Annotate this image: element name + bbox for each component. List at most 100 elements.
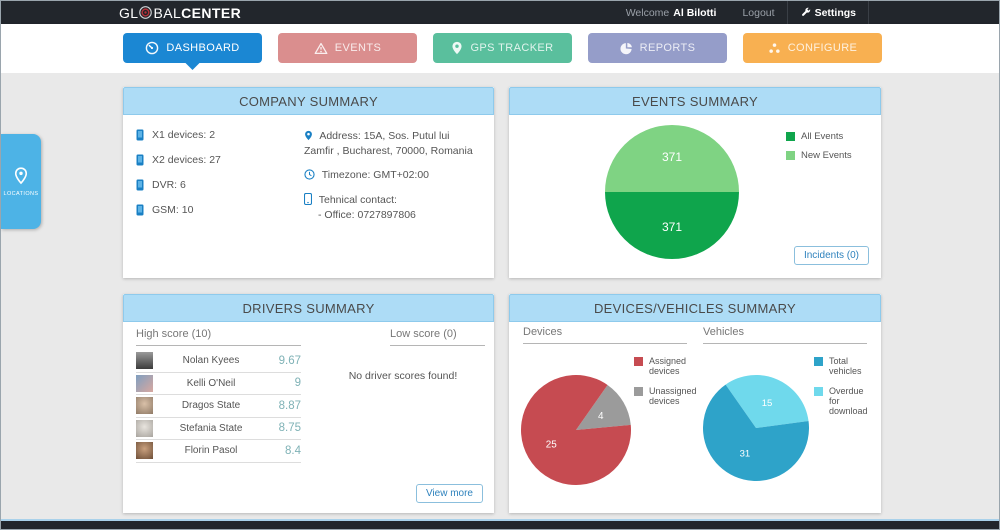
low-score-label: Low score (0) <box>390 328 485 346</box>
location-pin-icon <box>14 167 28 185</box>
tab-label: GPS TRACKER <box>470 42 554 54</box>
high-score-list: Nolan Kyees 9.67 Kelli O'Neil 9 Dragos S… <box>136 350 301 463</box>
panel-title: COMPANY SUMMARY <box>123 87 494 115</box>
main-navigation: DASHBOARD EVENTS GPS TRACKER <box>1 24 999 73</box>
driver-avatar <box>136 442 153 460</box>
company-timezone: Timezone: GMT+02:00 <box>304 168 480 183</box>
events-pie-chart[interactable]: 371 371 <box>605 125 739 259</box>
driver-score: 8.4 <box>285 444 301 457</box>
tab-label: REPORTS <box>639 42 696 54</box>
device-count-item: GSM: 10 <box>136 204 304 216</box>
warning-triangle-icon <box>314 42 328 54</box>
device-count-item: X2 devices: 27 <box>136 154 304 166</box>
global-center-logo[interactable]: GL BAL CENTER <box>119 1 241 24</box>
tab-gps-tracker[interactable]: GPS TRACKER <box>433 33 572 63</box>
driver-score: 9.67 <box>278 354 301 367</box>
clock-icon <box>304 169 315 180</box>
legend-item-assigned-devices[interactable]: Assigned devices <box>634 356 696 377</box>
legend-swatch <box>634 357 643 366</box>
legend-swatch <box>814 386 823 396</box>
devices-section-label: Devices <box>523 326 687 344</box>
driver-name: Stefania State <box>179 422 243 434</box>
pie-chart-icon <box>620 42 632 54</box>
locations-side-tab[interactable]: LOCATIONS <box>1 134 41 229</box>
tab-configure[interactable]: CONFIGURE <box>743 33 882 63</box>
legend-item-all-events[interactable]: All Events <box>786 131 852 142</box>
device-icon <box>136 129 144 141</box>
legend-item-total-vehicles[interactable]: Total vehicles <box>814 356 876 377</box>
view-more-button[interactable]: View more <box>415 484 483 503</box>
driver-row[interactable]: Stefania State 8.75 <box>136 418 301 440</box>
driver-name: Dragos State <box>181 400 241 412</box>
legend-item-overdue-download[interactable]: Overdue for download <box>814 386 876 417</box>
configure-icon <box>769 42 780 53</box>
address-pin-icon <box>305 130 312 141</box>
tab-label: CONFIGURE <box>787 42 858 54</box>
legend-label: Overdue for download <box>829 385 868 417</box>
active-tab-pointer <box>184 62 201 70</box>
pie-slice[interactable] <box>605 125 739 192</box>
driver-row[interactable]: Nolan Kyees 9.67 <box>136 350 301 373</box>
driver-score: 9 <box>294 377 301 390</box>
legend-label: Assigned devices <box>649 356 687 377</box>
legend-label: All Events <box>801 131 844 142</box>
high-score-label: High score (10) <box>136 328 301 346</box>
device-icon <box>136 179 144 191</box>
tab-reports[interactable]: REPORTS <box>588 33 727 63</box>
device-count-text: X1 devices: 2 <box>152 129 216 141</box>
devices-pie-chart[interactable]: 4 25 <box>521 375 631 485</box>
incidents-button[interactable]: Incidents (0) <box>793 246 869 265</box>
pie-slice[interactable] <box>521 375 631 485</box>
driver-name: Kelli O'Neil <box>186 377 236 389</box>
device-count-text: X2 devices: 27 <box>152 154 221 166</box>
pie-slice[interactable] <box>725 375 809 428</box>
pie-slice[interactable] <box>605 192 739 259</box>
panel-title: DRIVERS SUMMARY <box>123 294 494 322</box>
panel-title: EVENTS SUMMARY <box>509 87 881 115</box>
contact-label: Tehnical contact: <box>318 194 397 207</box>
device-icon <box>136 154 144 166</box>
driver-row[interactable]: Dragos State 8.87 <box>136 395 301 418</box>
driver-name: Florin Pasol <box>184 445 238 457</box>
top-header-bar: GL BAL CENTER Welcome Al Bilotti Logout S… <box>1 1 999 24</box>
driver-score: 8.75 <box>278 422 301 435</box>
tab-label: EVENTS <box>334 42 382 54</box>
target-logo-icon <box>139 6 153 19</box>
settings-label: Settings <box>814 6 856 19</box>
vehicles-legend: Total vehicles Overdue for download <box>814 356 876 426</box>
device-count-item: X1 devices: 2 <box>136 129 304 141</box>
events-legend: All Events New Events <box>786 131 852 169</box>
pie-slice-value: 25 <box>546 440 558 451</box>
panel-title: DEVICES/VEHICLES SUMMARY <box>509 294 881 322</box>
legend-swatch <box>786 132 795 141</box>
topbar-divider <box>786 1 788 24</box>
legend-item-unassigned-devices[interactable]: Unassigned devices <box>634 385 697 407</box>
device-count-text: GSM: 10 <box>152 204 194 216</box>
legend-item-new-events[interactable]: New Events <box>786 150 852 161</box>
device-icon <box>136 204 144 216</box>
legend-label: Unassigned devices <box>649 385 697 407</box>
pie-slice[interactable] <box>576 384 631 430</box>
footer-bar <box>1 519 999 529</box>
tab-events[interactable]: EVENTS <box>278 33 417 63</box>
pie-slice[interactable] <box>703 384 809 481</box>
driver-score: 8.87 <box>278 399 301 412</box>
pie-slice-value: 31 <box>740 448 751 459</box>
pie-slice-value: 15 <box>762 398 773 409</box>
company-contact: Tehnical contact: - Office: 0727897806 <box>303 193 480 222</box>
settings-link[interactable]: Settings <box>800 7 856 19</box>
device-counts-list: X1 devices: 2 X2 devices: 27 DVR: 6 GSM:… <box>136 129 304 232</box>
company-address: Address: 15A, Sos. Putul lui Zamfir , Bu… <box>304 129 480 158</box>
driver-avatar <box>136 352 153 370</box>
logo-text-bold: CENTER <box>181 4 242 21</box>
logout-link[interactable]: Logout <box>742 6 775 19</box>
tab-dashboard[interactable]: DASHBOARD <box>123 33 262 70</box>
legend-swatch <box>786 151 795 160</box>
topbar-user-area: Welcome Al Bilotti Logout Settings <box>626 1 881 24</box>
driver-row[interactable]: Kelli O'Neil 9 <box>136 373 301 395</box>
driver-avatar <box>136 374 153 392</box>
driver-row[interactable]: Florin Pasol 8.4 <box>136 440 301 463</box>
address-text: Address: 15A, Sos. Putul lui Zamfir , Bu… <box>304 130 473 157</box>
contact-office: - Office: 0727897806 <box>318 208 416 221</box>
